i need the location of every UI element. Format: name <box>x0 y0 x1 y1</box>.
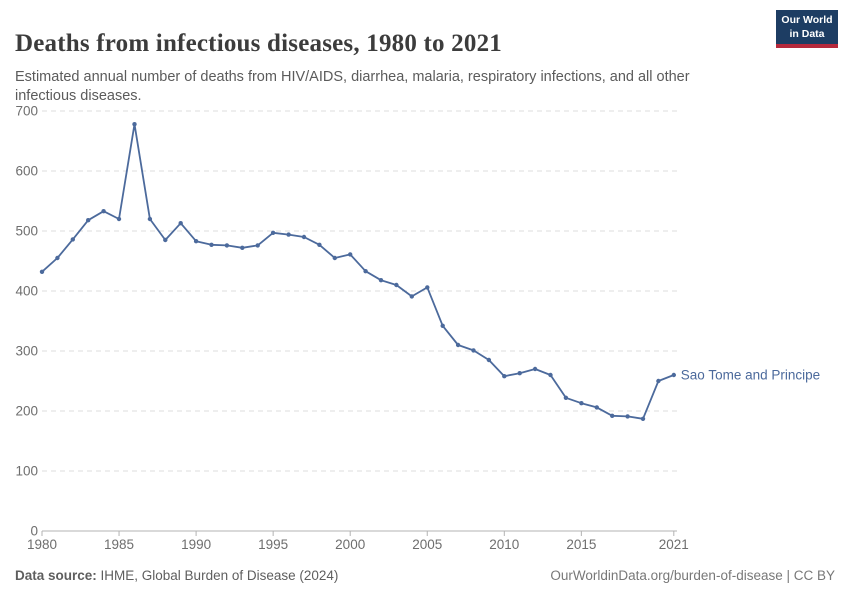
data-point-2010 <box>502 374 507 379</box>
data-point-2009 <box>486 357 492 363</box>
owid-logo[interactable]: Our World in Data <box>776 10 838 49</box>
data-point-2017 <box>610 413 615 418</box>
data-point-2000 <box>348 252 353 257</box>
data-point-2015 <box>579 401 584 406</box>
data-source-label: Data source: <box>15 568 97 583</box>
chart-svg: 0 100 200 300 400 500 600 700 1980 1985 1990 1995 20… <box>15 104 820 553</box>
data-point-2019 <box>640 416 646 421</box>
x-tick-label-1995: 1995 <box>258 537 288 552</box>
y-tick-label-200: 200 <box>15 404 38 419</box>
data-point-1998 <box>317 242 322 247</box>
y-tick-label-300: 300 <box>15 344 38 359</box>
data-point-2020 <box>656 378 661 384</box>
data-point-1982 <box>70 237 76 242</box>
data-point-2016 <box>594 405 599 410</box>
data-point-1985 <box>116 216 122 222</box>
data-point-1986 <box>132 122 137 127</box>
page-title: Deaths from infectious diseases, 1980 to… <box>15 29 502 57</box>
data-point-1995 <box>270 230 276 235</box>
data-point-1981 <box>55 255 60 261</box>
data-point-1994 <box>255 243 260 248</box>
x-tick-label-2005: 2005 <box>412 537 442 552</box>
data-point-1980 <box>39 269 45 274</box>
x-tick-label-1985: 1985 <box>104 537 134 552</box>
data-point-1990 <box>193 239 199 244</box>
license-credit[interactable]: OurWorldinData.org/burden-of-disease | C… <box>550 568 835 583</box>
y-tick-label-0: 0 <box>30 524 38 539</box>
data-point-2001 <box>363 269 368 274</box>
data-source-text: IHME, Global Burden of Disease (2024) <box>96 568 339 583</box>
chart-subtitle: Estimated annual number of deaths from H… <box>15 68 690 104</box>
x-tick-label-2015: 2015 <box>566 537 596 552</box>
data-point-2002 <box>378 278 384 283</box>
data-point-1989 <box>178 221 183 226</box>
data-point-2007 <box>455 342 461 348</box>
data-point-1987 <box>147 216 153 222</box>
y-tick-label-100: 100 <box>15 464 38 479</box>
owid-logo-line2: in Data <box>789 27 825 40</box>
data-point-2012 <box>532 366 538 372</box>
data-point-2013 <box>548 372 553 378</box>
data-point-2014 <box>563 395 569 400</box>
x-tick-label-2000: 2000 <box>335 537 365 552</box>
data-point-2003 <box>394 282 399 288</box>
data-point-1999 <box>332 255 337 261</box>
y-tick-label-700: 700 <box>15 104 38 119</box>
x-tick-label-1980: 1980 <box>27 537 57 552</box>
data-point-1992 <box>224 243 230 248</box>
data-point-2006 <box>440 323 445 328</box>
data-point-2005 <box>425 285 430 290</box>
x-tick-label-1990: 1990 <box>181 537 211 552</box>
data-point-1988 <box>163 237 168 243</box>
data-point-2011 <box>517 371 522 376</box>
data-point-2004 <box>409 294 414 299</box>
data-point-2018 <box>625 414 630 419</box>
x-tick-label-2010: 2010 <box>489 537 519 552</box>
data-point-1983 <box>86 218 91 223</box>
y-tick-label-600: 600 <box>15 164 38 179</box>
data-point-2021 <box>671 372 676 378</box>
data-point-1996 <box>286 232 291 237</box>
owid-logo-line1: Our World <box>781 14 833 26</box>
data-point-1984 <box>101 209 106 214</box>
chart-footer: Data source: IHME, Global Burden of Dise… <box>15 568 835 583</box>
data-point-1997 <box>301 234 307 240</box>
series-line-sao-tome-and-principe <box>41 123 675 420</box>
y-tick-label-400: 400 <box>15 284 38 299</box>
data-point-1991 <box>209 242 214 247</box>
data-source: Data source: IHME, Global Burden of Dise… <box>15 568 338 583</box>
data-point-2008 <box>471 348 476 353</box>
series-label: Sao Tome and Principe <box>681 368 820 383</box>
x-tick-label-2021: 2021 <box>659 537 689 552</box>
y-tick-label-500: 500 <box>15 224 38 239</box>
data-point-1993 <box>240 245 245 250</box>
